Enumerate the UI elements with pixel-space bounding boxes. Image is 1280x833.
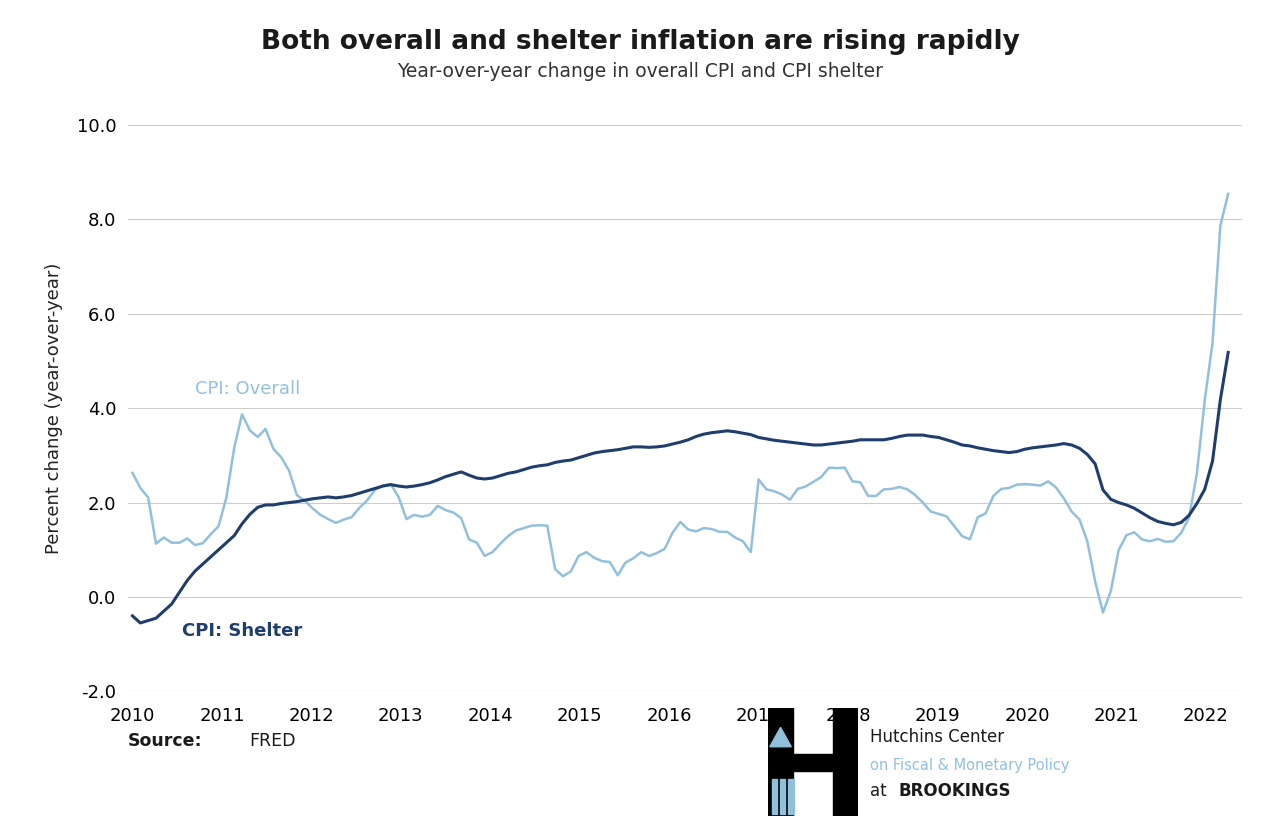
Text: Year-over-year change in overall CPI and CPI shelter: Year-over-year change in overall CPI and…	[397, 62, 883, 82]
Text: BROOKINGS: BROOKINGS	[899, 781, 1011, 800]
Text: CPI: Overall: CPI: Overall	[195, 381, 301, 398]
Bar	[768, 708, 794, 816]
Text: CPI: Shelter: CPI: Shelter	[182, 622, 302, 640]
Text: at: at	[870, 781, 892, 800]
Polygon shape	[769, 727, 791, 746]
Bar	[768, 755, 858, 771]
Text: on Fiscal & Monetary Policy: on Fiscal & Monetary Policy	[870, 758, 1070, 773]
Bar	[832, 708, 858, 816]
Bar	[787, 779, 794, 814]
Y-axis label: Percent change (year-over-year): Percent change (year-over-year)	[45, 262, 63, 554]
Text: FRED: FRED	[250, 731, 296, 750]
Text: Hutchins Center: Hutchins Center	[870, 727, 1005, 746]
Text: Source:: Source:	[128, 731, 202, 750]
Text: Both overall and shelter inflation are rising rapidly: Both overall and shelter inflation are r…	[261, 29, 1019, 55]
Bar	[772, 779, 777, 814]
Bar	[780, 779, 786, 814]
